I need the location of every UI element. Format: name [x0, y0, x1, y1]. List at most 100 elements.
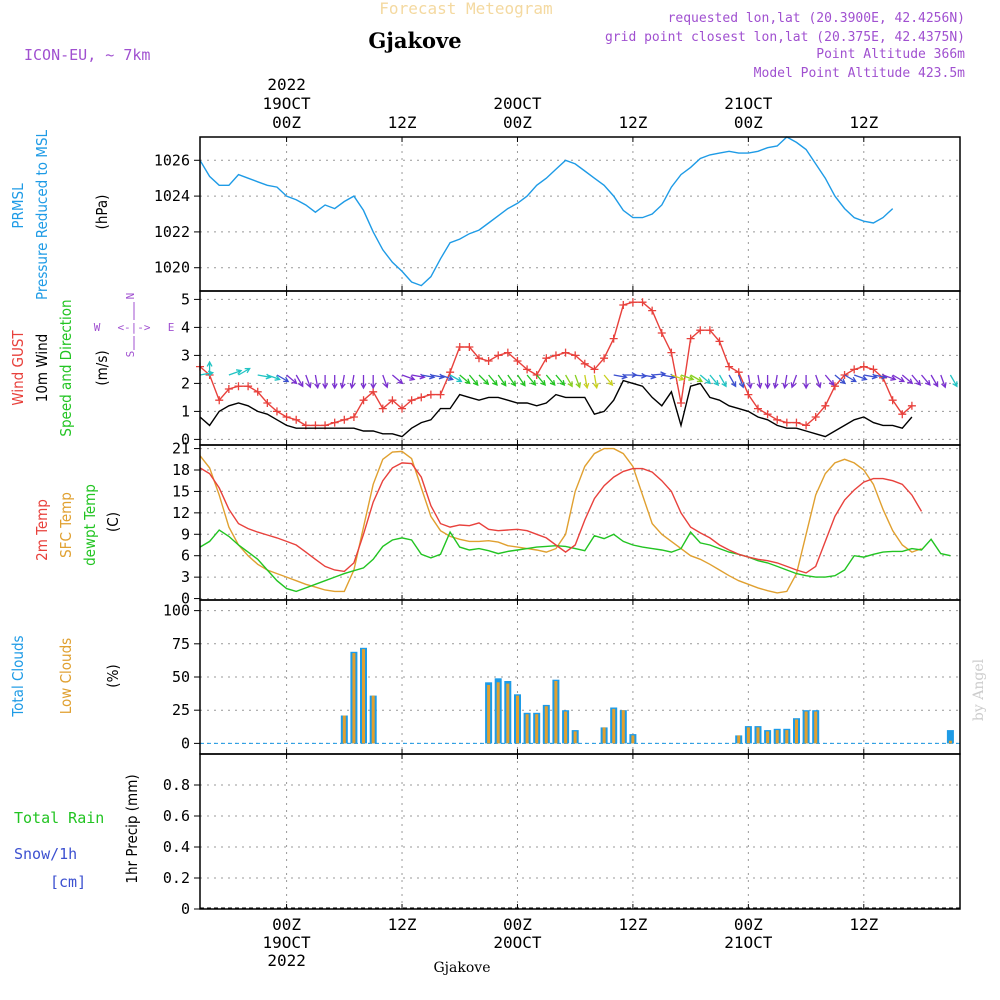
wind-direction-arrow — [468, 374, 479, 387]
wind-direction-label: Speed and Direction — [57, 299, 75, 436]
snow-label: Snow/1h — [14, 845, 77, 863]
y-tick-label: 75 — [172, 635, 190, 653]
gust-marker — [830, 382, 839, 391]
gust-marker — [503, 348, 512, 357]
bottom-time-label: 2022 — [267, 951, 306, 970]
gust-marker — [407, 396, 416, 405]
low-cloud-bar — [631, 735, 635, 744]
wind-direction-arrow — [295, 374, 304, 388]
y-tick-label: 50 — [172, 668, 190, 686]
wind-unit: (m/s) — [93, 350, 111, 385]
y-tick-label: 4 — [181, 318, 190, 336]
wind-direction-arrow — [911, 374, 922, 387]
bottom-time-label: 12Z — [388, 915, 417, 934]
bottom-time-label: 12Z — [849, 915, 878, 934]
wind-direction-arrow — [680, 374, 695, 381]
wind-direction-arrow — [555, 374, 566, 387]
gust-marker — [474, 354, 483, 363]
low-cloud-bar — [544, 706, 548, 744]
wind-direction-arrow — [853, 374, 868, 381]
bottom-time-label: 19OCT — [262, 933, 311, 952]
low-cloud-bar — [785, 730, 789, 744]
gust-marker — [696, 326, 705, 335]
top-time-label: 12Z — [618, 113, 647, 132]
y-tick-label: 1026 — [154, 151, 190, 169]
wind-direction-arrow — [671, 374, 685, 381]
low-cloud-bar — [496, 682, 500, 744]
wind-direction-arrow — [565, 374, 573, 388]
y-tick-label: 1024 — [154, 187, 190, 205]
y-tick-label: 1022 — [154, 223, 190, 241]
y-tick-label: 21 — [172, 440, 190, 458]
gust-marker — [619, 301, 628, 309]
bottom-time-label: 00Z — [734, 915, 763, 934]
gust-marker — [773, 415, 782, 424]
gust-marker — [888, 396, 897, 405]
bottom-time-label: 12Z — [618, 915, 647, 934]
low-cloud-bar — [487, 685, 491, 744]
wind-gust-label: Wind GUST — [9, 330, 27, 406]
wind-direction-arrow — [526, 374, 537, 387]
bottom-time-label: 00Z — [503, 915, 532, 934]
gust-marker — [551, 351, 560, 360]
wind-direction-arrow — [382, 374, 389, 389]
gust-marker — [715, 337, 724, 346]
low-cloud-bar — [737, 735, 741, 744]
wind-direction-arrow — [322, 375, 329, 390]
y-tick-label: 3 — [181, 346, 190, 364]
panel-frame-precip — [199, 753, 961, 910]
temp-dewpt-label: dewpt Temp — [81, 484, 99, 566]
low-cloud-bar — [746, 727, 750, 744]
low-cloud-bar — [621, 710, 625, 744]
wind-direction-arrow — [593, 374, 599, 390]
wind-direction-arrow — [314, 374, 320, 390]
y-tick-label: 0.2 — [163, 869, 190, 887]
gust-marker — [734, 368, 743, 377]
gust-marker — [821, 401, 830, 410]
wind-direction-arrow — [790, 374, 798, 389]
wind-direction-arrow — [583, 374, 590, 390]
dewpt-temp-line — [199, 529, 951, 593]
wind-direction-arrow — [882, 374, 897, 381]
wind-direction-arrow — [478, 374, 490, 386]
watermark: by Angel — [971, 658, 987, 721]
low-cloud-bar — [535, 714, 539, 744]
gust-marker — [330, 418, 339, 427]
y-tick-label: 25 — [172, 701, 190, 719]
wind-direction-arrow — [391, 374, 404, 385]
gust-marker — [455, 343, 464, 351]
gust-marker — [792, 418, 801, 427]
gust-marker — [840, 371, 849, 379]
gust-marker — [340, 415, 349, 424]
wind-direction-arrow — [331, 375, 338, 390]
wind-direction-arrow — [449, 374, 463, 383]
top-time-label: 20OCT — [493, 94, 542, 113]
gust-marker — [234, 382, 243, 391]
pressure-line — [199, 136, 894, 287]
wind-direction-arrow — [440, 374, 454, 381]
gust-marker — [561, 348, 570, 357]
wind-direction-arrow — [545, 374, 556, 387]
wind-direction-arrow — [709, 374, 720, 387]
compass-horizontal: <-|-> — [117, 321, 150, 334]
wind-direction-arrow — [339, 374, 346, 390]
top-time-label: 2022 — [267, 75, 306, 94]
y-tick-label: 0 — [181, 734, 190, 752]
gust-marker — [802, 421, 811, 430]
gust-marker — [388, 396, 397, 405]
gust-marker — [272, 407, 281, 416]
wind-direction-arrow — [824, 374, 835, 387]
wind-direction-arrow — [728, 374, 737, 388]
wind-direction-arrow — [699, 374, 712, 385]
wind-direction-arrow — [360, 375, 367, 390]
low-cloud-bar — [775, 730, 779, 744]
wind-direction-arrow — [738, 374, 745, 389]
low-cloud-bar — [525, 714, 529, 744]
wind-direction-arrow — [746, 374, 753, 390]
y-tick-label: 100 — [163, 602, 190, 620]
y-tick-label: 1 — [181, 402, 190, 420]
wind-direction-arrow — [921, 374, 931, 387]
temp-unit: (C) — [104, 512, 122, 532]
gust-line — [199, 301, 913, 427]
low-cloud-bar — [814, 711, 818, 744]
